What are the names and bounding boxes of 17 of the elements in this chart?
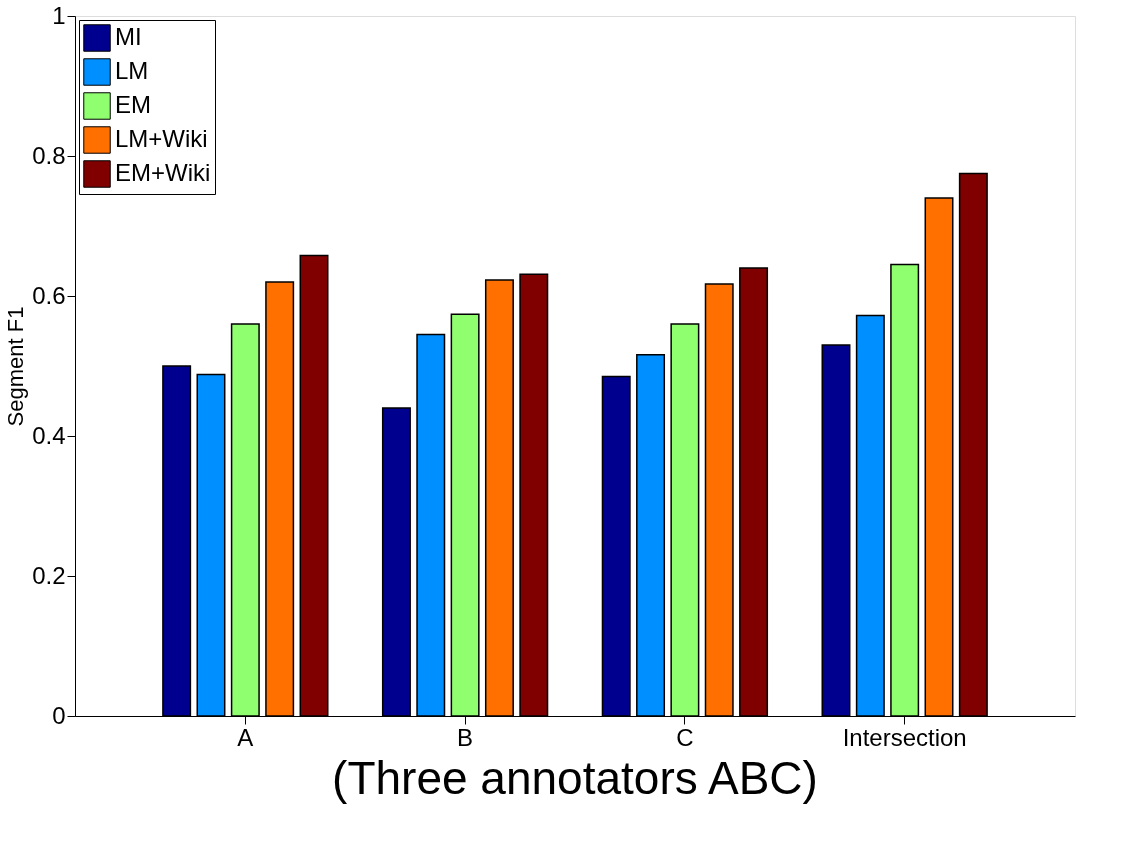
legend-label: MI — [115, 23, 142, 50]
legend-label: EM — [115, 91, 151, 118]
x-tick-label: C — [676, 723, 694, 751]
text: (Three annotators ABC) — [332, 752, 818, 804]
x-tick-label: B — [457, 723, 474, 751]
y-tick-label: 0.6 — [32, 281, 66, 309]
y-tick-label: 0.4 — [32, 421, 66, 449]
y-tick-label: 0.2 — [32, 561, 66, 589]
x-tick-label: A — [237, 723, 254, 751]
legend-label: LM+Wiki — [115, 125, 208, 152]
y-tick-label: 0.8 — [32, 141, 66, 169]
x-tick-label: Intersection — [842, 723, 967, 751]
y-tick-label: 1 — [52, 1, 66, 29]
y-axis-title: Segment F1 — [3, 306, 29, 427]
legend-label: EM+Wiki — [115, 159, 211, 186]
legend-label: LM — [115, 57, 149, 84]
y-tick-label: 0 — [52, 701, 66, 729]
